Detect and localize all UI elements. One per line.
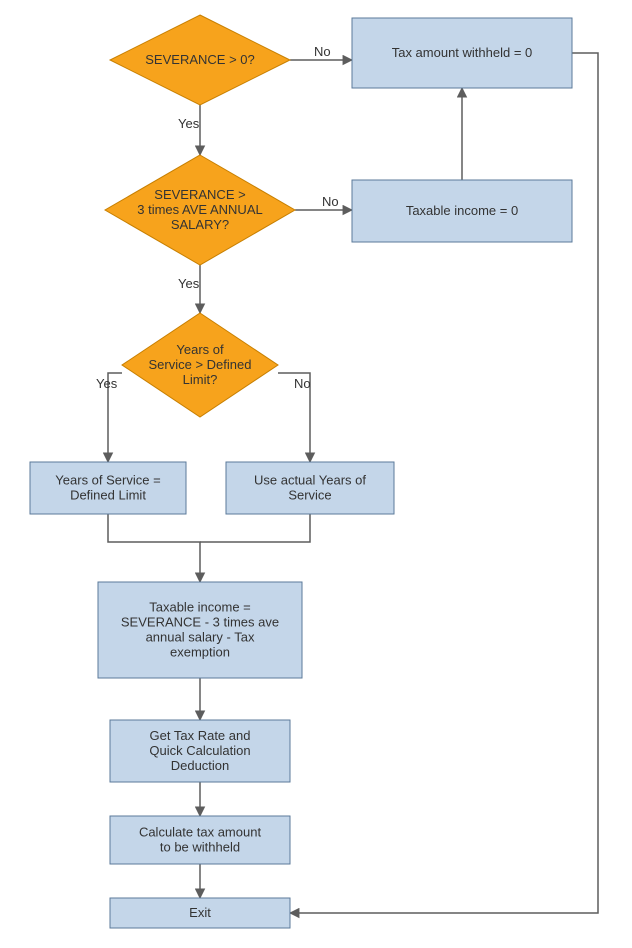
node-r3a: Years of Service =Defined Limit: [30, 462, 186, 514]
node-d2: SEVERANCE >3 times AVE ANNUALSALARY?: [105, 155, 295, 265]
edge-e8b: [200, 514, 310, 542]
node-d3: Years ofService > DefinedLimit?: [122, 313, 278, 417]
text-r3a-line0: Years of Service =: [55, 472, 160, 487]
edge-e8a: [108, 514, 200, 582]
text-d2-line2: SALARY?: [171, 217, 229, 232]
text-r6-line1: to be withheld: [160, 839, 240, 854]
node-d1: SEVERANCE > 0?: [110, 15, 290, 105]
node-r4: Taxable income =SEVERANCE - 3 times avea…: [98, 582, 302, 678]
node-r6: Calculate tax amountto be withheld: [110, 816, 290, 864]
text-d3-line2: Limit?: [183, 372, 218, 387]
node-r2: Taxable income = 0: [352, 180, 572, 242]
text-r3a-line1: Defined Limit: [70, 487, 146, 502]
text-r3b-line0: Use actual Years of: [254, 472, 366, 487]
text-r4-line0: Taxable income =: [149, 599, 251, 614]
text-r3b-line1: Service: [288, 487, 331, 502]
node-r3b: Use actual Years ofService: [226, 462, 394, 514]
flowchart-svg: No Yes No Yes Yes No SEVERANCE > 0? Tax amount …: [0, 0, 632, 948]
text-d2-line1: 3 times AVE ANNUAL: [137, 202, 262, 217]
edge-label-e6: Yes: [96, 376, 118, 391]
node-r1: Tax amount withheld = 0: [352, 18, 572, 88]
text-r2-line0: Taxable income = 0: [406, 203, 518, 218]
text-r5-line2: Deduction: [171, 758, 230, 773]
text-r4-line2: annual salary - Tax: [146, 629, 255, 644]
text-r6-line0: Calculate tax amount: [139, 824, 262, 839]
text-r5-line0: Get Tax Rate and: [150, 728, 251, 743]
edge-label-e1: No: [314, 44, 331, 59]
node-r7: Exit: [110, 898, 290, 928]
text-r5-line1: Quick Calculation: [149, 743, 250, 758]
text-d2-line0: SEVERANCE >: [154, 187, 245, 202]
text-r4-line1: SEVERANCE - 3 times ave: [121, 614, 279, 629]
edge-label-e7: No: [294, 376, 311, 391]
text-r1-line0: Tax amount withheld = 0: [392, 45, 533, 60]
node-r5: Get Tax Rate andQuick CalculationDeducti…: [110, 720, 290, 782]
nodes-group: SEVERANCE > 0? Tax amount withheld = 0 SEV…: [30, 15, 572, 928]
edge-label-e2: Yes: [178, 116, 200, 131]
text-d3-line1: Service > Defined: [149, 357, 252, 372]
edge-label-e3: No: [322, 194, 339, 209]
text-d3-line0: Years of: [176, 342, 224, 357]
text-r7-line0: Exit: [189, 905, 211, 920]
text-d1-line0: SEVERANCE > 0?: [145, 52, 254, 67]
edge-label-e5: Yes: [178, 276, 200, 291]
text-r4-line3: exemption: [170, 644, 230, 659]
